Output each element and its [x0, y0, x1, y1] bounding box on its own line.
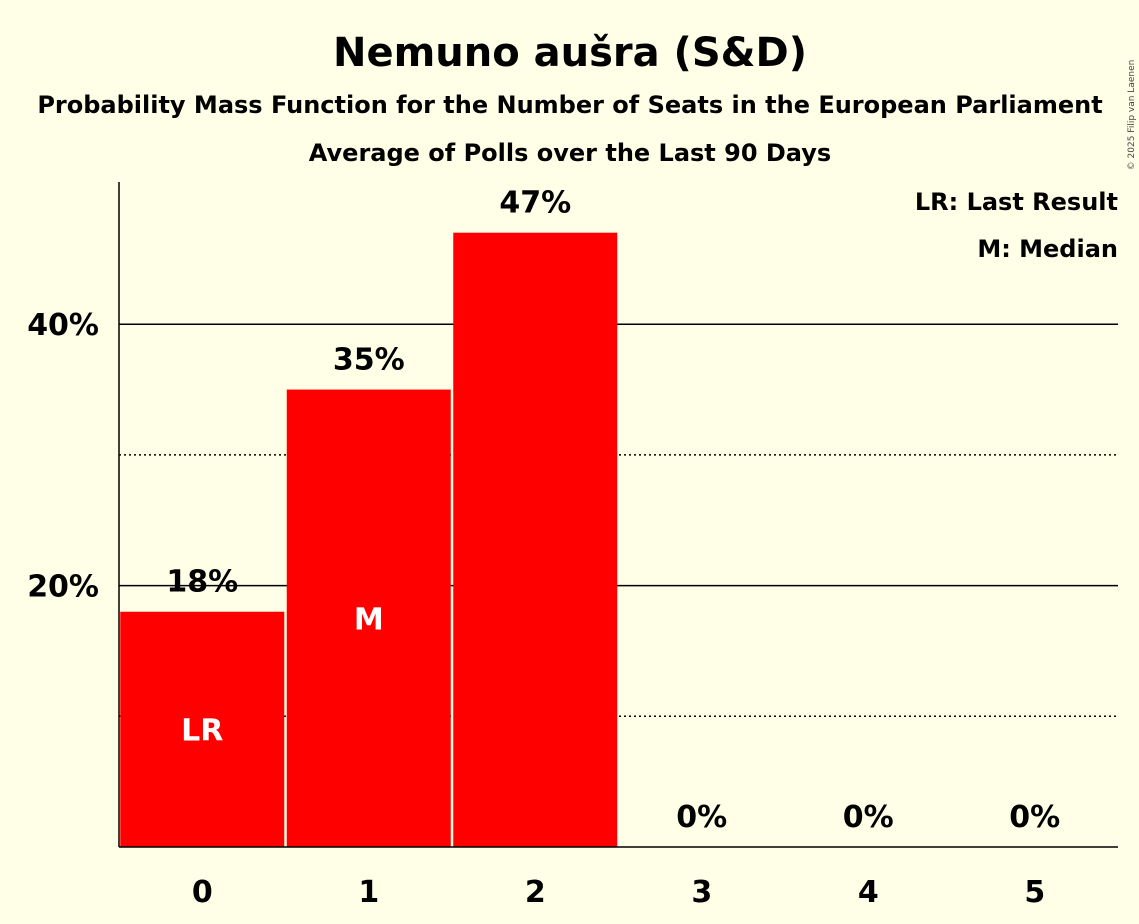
bar-2 — [453, 232, 618, 847]
bar-marker-m: M — [354, 602, 384, 637]
value-label-5: 0% — [1009, 800, 1060, 835]
chart-subtitle-polls: Average of Polls over the Last 90 Days — [309, 139, 831, 167]
labels: 20% 40% 0 1 2 3 4 5 18% 35% 47% 0% 0% 0% LR M — [27, 186, 1060, 910]
value-label-3: 0% — [676, 800, 727, 835]
bar-0 — [120, 611, 285, 847]
x-tick-label-4: 4 — [858, 875, 879, 910]
chart-title: Nemuno aušra (S&D) — [333, 30, 807, 76]
value-label-0: 18% — [166, 565, 238, 600]
bar-marker-lr: LR — [181, 713, 223, 748]
legend-last-result: LR: Last Result — [915, 188, 1118, 216]
x-tick-label-1: 1 — [358, 875, 379, 910]
x-tick-label-2: 2 — [525, 875, 546, 910]
y-tick-label-40: 40% — [27, 308, 99, 343]
x-tick-label-3: 3 — [691, 875, 712, 910]
value-label-2: 47% — [499, 186, 571, 221]
value-label-1: 35% — [333, 343, 405, 378]
x-tick-label-5: 5 — [1024, 875, 1045, 910]
x-tick-label-0: 0 — [192, 875, 213, 910]
axes — [118, 182, 1118, 848]
value-label-4: 0% — [843, 800, 894, 835]
legend-median: M: Median — [977, 235, 1118, 263]
gridlines — [119, 323, 1118, 718]
chart-subtitle: Probability Mass Function for the Number… — [37, 91, 1102, 119]
copyright-notice: © 2025 Filip van Laenen — [1127, 60, 1137, 171]
y-tick-label-20: 20% — [27, 570, 99, 605]
bars — [120, 232, 618, 847]
bar-1 — [286, 389, 451, 847]
